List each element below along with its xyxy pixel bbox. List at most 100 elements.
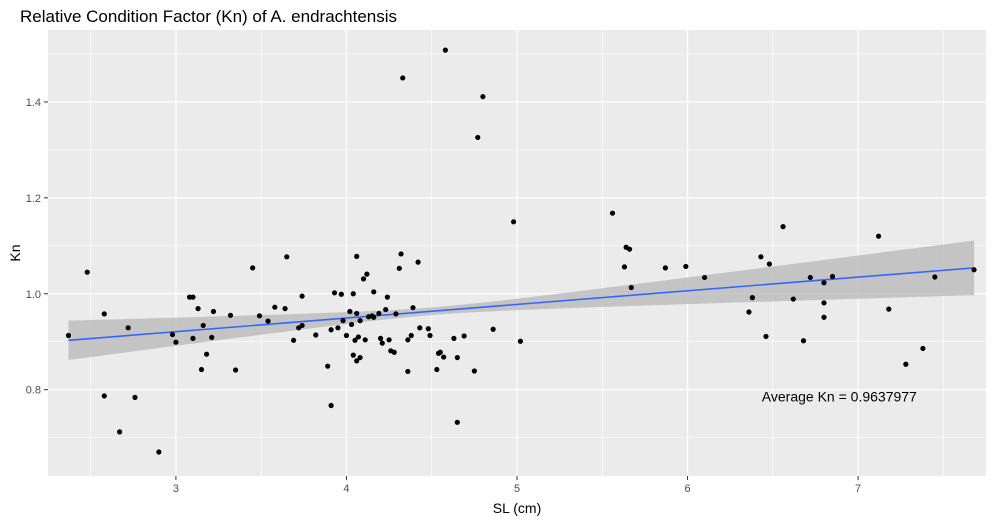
x-tick-label: 4 <box>343 483 349 495</box>
data-point <box>357 318 363 324</box>
data-point <box>434 366 440 373</box>
data-point <box>621 264 628 270</box>
data-point <box>396 265 402 271</box>
data-point <box>190 294 196 300</box>
data-point <box>386 337 392 343</box>
data-point <box>628 284 634 291</box>
data-point <box>800 338 807 344</box>
data-point <box>350 291 356 297</box>
data-point <box>903 361 909 367</box>
data-point <box>425 326 431 332</box>
data-point <box>749 295 755 301</box>
data-point <box>451 335 457 341</box>
data-point <box>209 334 215 341</box>
confidence-band <box>68 240 975 360</box>
data-point <box>371 289 377 295</box>
data-point <box>662 265 668 271</box>
data-point <box>398 251 404 257</box>
data-point <box>210 308 217 315</box>
data-point <box>391 349 397 355</box>
data-point <box>377 335 384 341</box>
data-point <box>299 322 305 329</box>
data-point <box>461 333 467 339</box>
data-point <box>173 339 179 345</box>
data-point <box>362 337 368 343</box>
data-point <box>132 394 138 400</box>
data-point <box>415 259 421 265</box>
points-layer <box>65 47 977 455</box>
data-point <box>348 321 355 328</box>
data-point <box>626 246 633 252</box>
grid-major-lines <box>48 30 986 476</box>
data-point <box>971 267 977 273</box>
x-axis: 3 4 5 6 7 <box>173 476 861 495</box>
data-point <box>517 338 524 344</box>
data-point <box>331 290 338 296</box>
data-point <box>393 311 399 317</box>
data-point <box>357 354 363 361</box>
data-point <box>204 351 210 357</box>
data-point <box>354 253 360 259</box>
data-point <box>328 402 334 409</box>
data-point <box>480 94 486 100</box>
data-point <box>427 332 433 339</box>
data-point <box>265 318 271 324</box>
data-point <box>763 333 769 340</box>
data-point <box>376 310 382 317</box>
data-point <box>829 273 836 280</box>
x-tick-label: 5 <box>514 483 520 495</box>
data-point <box>886 306 892 312</box>
data-point <box>340 318 346 324</box>
data-point <box>290 337 297 343</box>
average-kn-annotation: Average Kn = 0.9637977 <box>762 389 917 405</box>
data-point <box>125 325 131 331</box>
data-point <box>702 274 708 281</box>
data-point <box>454 419 460 425</box>
data-point <box>347 308 353 315</box>
data-point <box>920 345 926 352</box>
data-point <box>442 47 448 53</box>
data-point <box>256 313 263 319</box>
data-point <box>400 75 406 81</box>
data-point <box>475 134 481 141</box>
data-point <box>371 314 377 320</box>
data-point <box>408 332 414 339</box>
data-point <box>609 210 616 216</box>
data-point <box>227 312 234 318</box>
data-point <box>250 265 256 271</box>
data-point <box>299 293 305 299</box>
y-axis-label: Kn <box>7 244 23 261</box>
data-point <box>343 332 350 339</box>
y-axis: 0.8 1.0 1.2 1.4 <box>26 97 48 397</box>
data-point <box>354 358 360 364</box>
data-point <box>101 393 107 399</box>
data-point <box>282 306 288 312</box>
data-point <box>117 429 123 435</box>
data-point <box>417 325 423 331</box>
data-point <box>350 352 356 358</box>
data-point <box>821 280 827 286</box>
data-point <box>272 304 278 310</box>
y-tick-label: 1.0 <box>26 289 41 301</box>
data-point <box>383 306 389 313</box>
data-point <box>335 325 341 331</box>
y-tick-label: 1.2 <box>26 193 41 205</box>
data-point <box>821 300 827 306</box>
data-point <box>190 335 196 341</box>
data-point <box>766 261 773 267</box>
data-point <box>405 368 411 375</box>
data-point <box>169 331 176 338</box>
data-point <box>156 449 162 455</box>
data-point <box>384 294 390 300</box>
data-point <box>364 271 370 277</box>
y-tick-label: 0.8 <box>26 385 41 397</box>
data-point <box>360 276 367 282</box>
x-tick-label: 7 <box>855 483 861 495</box>
data-point <box>454 354 460 361</box>
data-point <box>84 269 90 275</box>
confidence-band-layer <box>68 240 975 360</box>
y-tick-label: 1.4 <box>26 97 41 109</box>
x-axis-label: SL (cm) <box>493 500 541 516</box>
